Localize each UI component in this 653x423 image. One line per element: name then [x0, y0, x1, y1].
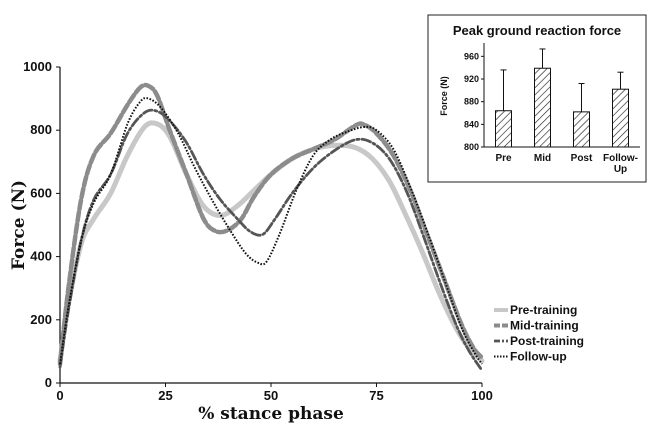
inset-bar: [612, 88, 629, 148]
inset-bar: [573, 111, 590, 148]
x-tick-label: 25: [158, 388, 172, 403]
inset-category-label: Follow-: [603, 153, 638, 164]
y-tick-label: 400: [30, 249, 52, 264]
y-axis-label: Force (N): [9, 180, 29, 270]
inset-bar: [495, 110, 512, 148]
inset-y-tick-label: 800: [464, 142, 479, 152]
main-axes: 0 200 400 600 800 1000 0 25 50 75 100 % stance phas…: [9, 59, 493, 423]
y-tick-label: 200: [30, 312, 52, 327]
legend-label: Post-training: [510, 334, 584, 348]
main-series-group: [57, 82, 485, 372]
x-axis-label: % stance phase: [198, 404, 344, 423]
legend-label: Follow-up: [510, 350, 567, 364]
x-tick-label: 100: [471, 388, 493, 403]
series-line-mid-training: [57, 82, 485, 367]
series-line-pre-training: [57, 120, 485, 364]
legend-label: Mid-training: [510, 319, 579, 333]
y-tick-label: 800: [30, 122, 52, 137]
inset-category-label: Mid: [534, 153, 551, 164]
inset-y-tick-label: 920: [464, 74, 479, 84]
inset-body: 800 840 880 920 960 Force (N) Pre Mid Post Follow…: [439, 43, 640, 175]
inset-category-label: Up: [614, 164, 627, 175]
inset-category-label: Post: [571, 153, 593, 164]
inset-title: Peak ground reaction force: [453, 23, 621, 38]
y-tick-label: 0: [45, 375, 52, 390]
inset-y-axis-label: Force (N): [439, 76, 449, 116]
inset-y-tick-label: 960: [464, 51, 479, 61]
legend-label: Pre-training: [510, 303, 577, 317]
x-tick-label: 75: [369, 388, 383, 403]
inset-bar: [534, 67, 551, 148]
x-tick-label: 50: [264, 388, 278, 403]
main-line-chart: 0 200 400 600 800 1000 0 25 50 75 100 % stance phas…: [9, 59, 584, 423]
y-tick-label: 1000: [23, 59, 52, 74]
inset-bar-chart: Peak ground reaction force 800 840 880 920 9…: [427, 14, 647, 183]
inset-y-tick-label: 840: [464, 119, 479, 129]
y-tick-label: 600: [30, 185, 52, 200]
inset-y-tick-label: 880: [464, 97, 479, 107]
series-line-follow-up: [59, 96, 483, 365]
inset-category-label: Pre: [495, 153, 512, 164]
x-tick-label: 0: [56, 388, 63, 403]
